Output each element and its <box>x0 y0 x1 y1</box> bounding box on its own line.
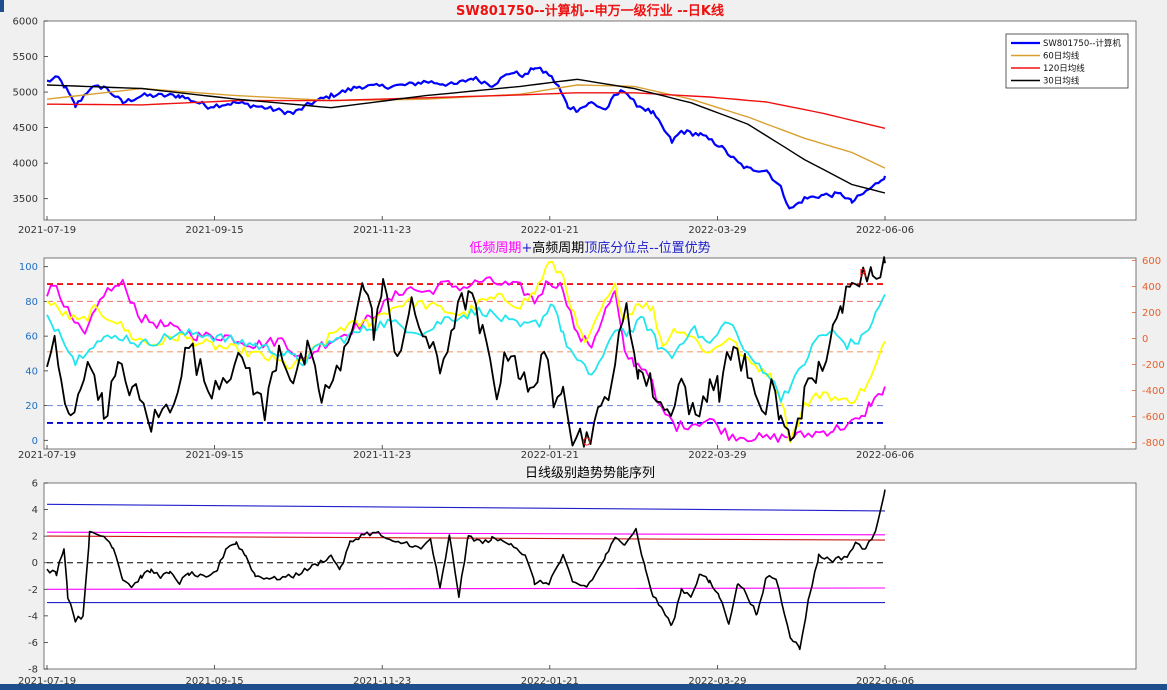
window-corner-marker <box>0 0 4 12</box>
y-right-tick-label: 600 <box>1142 256 1161 267</box>
x-tick-label: 2021-11-23 <box>353 450 411 461</box>
x-tick-label: 2022-03-29 <box>688 225 746 236</box>
panel2-title-part3: 高频周期 <box>532 240 584 256</box>
legend-label: SW801750--计算机 <box>1043 38 1121 49</box>
series-line-3 <box>47 92 886 129</box>
y-right-tick-label: 0 <box>1142 334 1148 345</box>
x-tick-label: 2021-07-19 <box>18 225 76 236</box>
x-tick-label: 2022-01-21 <box>521 225 579 236</box>
y-right-tick-label: 400 <box>1142 282 1161 293</box>
y-tick-label: 4500 <box>13 123 38 134</box>
y-right-tick-label: -600 <box>1142 412 1165 423</box>
legend-label: 60日均线 <box>1043 51 1080 62</box>
y-tick-label: 2 <box>32 532 38 543</box>
x-tick-label: 2022-06-06 <box>856 225 914 236</box>
y-tick-label: 0 <box>32 436 38 447</box>
x-tick-label: 2021-11-23 <box>353 676 411 687</box>
momentum-line <box>46 489 886 651</box>
y-tick-label: 80 <box>25 297 38 308</box>
y-tick-label: -4 <box>28 611 38 622</box>
y-tick-label: 60 <box>25 332 38 343</box>
legend-label: 120日均线 <box>1043 63 1085 74</box>
y-tick-label: 100 <box>19 262 38 273</box>
legend-label: 30日均线 <box>1043 76 1080 87</box>
y-tick-label: 20 <box>25 401 38 412</box>
cycle-line-4 <box>46 256 886 448</box>
panel1-title: SW801750--计算机--申万一级行业 --日K线 <box>456 3 724 19</box>
y-tick-label: 4000 <box>13 159 38 170</box>
threshold-line <box>46 503 886 512</box>
cycle-line-3 <box>46 294 886 403</box>
threshold-line <box>46 535 886 541</box>
y-tick-label: 5500 <box>13 52 38 63</box>
panel3-title: 日线级别趋势势能序列 <box>525 465 655 481</box>
top-mark: R <box>859 267 867 280</box>
momentum-plot-area <box>43 482 1137 670</box>
x-tick-label: 2022-06-06 <box>856 676 914 687</box>
y-right-tick-label: -200 <box>1142 360 1165 371</box>
position-plot-area <box>43 257 1137 450</box>
price-panel: 3500 4000 4500 5000 5500 6000 2021-07-19 2021-0… <box>13 17 1137 236</box>
y-tick-label: 0 <box>32 558 38 569</box>
y-tick-label: 5000 <box>13 88 38 99</box>
x-tick-label: 2022-01-21 <box>521 450 579 461</box>
panel2-title: 低频周期+高频周期顶底分位点--位置优势 <box>469 240 710 256</box>
momentum-panel: -8 -6 -4 -2 0 2 4 6 2021-07-19 2021-09-15 2021-11-… <box>18 479 1137 687</box>
x-tick-label: 2021-09-15 <box>186 676 244 687</box>
y-tick-label: 3500 <box>13 194 38 205</box>
bottom-mark: O <box>582 436 591 449</box>
y-tick-label: 40 <box>25 366 38 377</box>
x-tick-label: 2022-01-21 <box>521 676 579 687</box>
panel2-title-part2: + <box>521 241 532 256</box>
y-tick-label: -6 <box>28 638 38 649</box>
x-tick-label: 2022-06-06 <box>856 450 914 461</box>
x-tick-label: 2022-03-29 <box>688 676 746 687</box>
panel2-title-part1: 低频周期 <box>469 241 521 256</box>
x-tick-label: 2021-07-19 <box>18 676 76 687</box>
window-bottom-strip <box>0 684 1167 690</box>
threshold-line <box>46 531 886 536</box>
series-line-1 <box>46 66 887 210</box>
x-tick-label: 2021-07-19 <box>18 450 76 461</box>
price-plot-area <box>43 20 1137 221</box>
position-panel: 0 20 40 60 80 100 600 400 200 0 -200 -400 -600 -800 20… <box>18 256 1165 461</box>
y-right-tick-label: -400 <box>1142 386 1165 397</box>
x-tick-label: 2021-11-23 <box>353 225 411 236</box>
x-tick-label: 2021-09-15 <box>186 225 244 236</box>
y-right-tick-label: 200 <box>1142 308 1161 319</box>
y-right-tick-label: -800 <box>1142 438 1165 449</box>
y-tick-label: -2 <box>28 585 38 596</box>
y-tick-label: 4 <box>32 505 38 516</box>
x-tick-label: 2022-03-29 <box>688 450 746 461</box>
y-tick-label: 6 <box>32 479 38 490</box>
panel2-title-part4: 顶底分位点--位置优势 <box>584 240 710 256</box>
threshold-line <box>46 587 886 590</box>
x-tick-label: 2021-09-15 <box>186 450 244 461</box>
y-tick-label: -8 <box>28 665 38 676</box>
series-line-4 <box>46 78 886 194</box>
y-tick-label: 6000 <box>13 17 38 28</box>
